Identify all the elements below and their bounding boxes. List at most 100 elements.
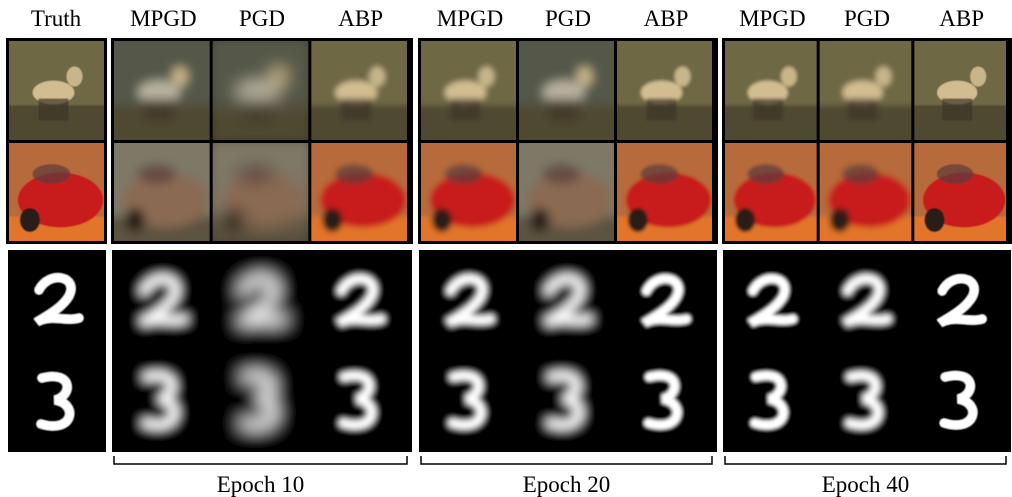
background [509,242,624,360]
three-image [607,342,722,460]
car-image [715,133,827,251]
deer-image [509,31,624,150]
two-image [301,242,417,360]
image-content [301,342,417,460]
method-header: MPGD [739,6,805,31]
background [104,242,220,360]
image-content [810,242,922,360]
method-header: ABP [939,6,984,31]
legs [942,99,972,121]
image-content [607,31,722,150]
image-content [904,342,1012,460]
legs [753,99,783,121]
wheel [20,208,40,232]
image-content [715,133,827,251]
legs [144,99,174,121]
three-image [904,342,1012,460]
image-content [301,31,417,150]
three-image [0,342,116,462]
image-content [607,242,722,360]
car-image [607,133,722,251]
head [479,67,495,87]
image-content [0,240,116,360]
three-image [509,342,624,460]
image-content [203,133,319,251]
epoch-caption: Epoch 40 [822,472,910,497]
windshield [748,164,785,184]
deer-image [607,31,722,150]
head [577,67,593,87]
image-content [301,242,417,360]
deer-image [104,31,220,150]
two-image [904,242,1012,360]
car-image [411,133,526,251]
figure: Truth MPGDPGDABPEpoch 10MPGDPGDABPEpoch … [0,0,1012,497]
image-content [607,133,722,251]
car-image [810,133,922,251]
image-content [0,31,114,150]
background [810,242,922,360]
image-content [104,242,220,360]
image-content [301,133,417,251]
image-content [411,242,526,360]
method-header: MPGD [437,6,503,31]
image-content [509,31,624,150]
background [904,242,1012,360]
wheel [735,208,755,232]
windshield [641,164,679,184]
head [781,67,797,87]
image-content [810,31,922,150]
wheel [925,208,945,232]
bracket [725,456,1006,464]
head [67,67,83,87]
image-content [0,133,114,251]
head [172,67,188,87]
image-content [203,31,319,150]
windshield [842,164,879,184]
car-image [104,133,220,251]
image-content [104,342,220,460]
background [203,242,319,360]
wheel [830,208,850,232]
two-image [810,242,922,360]
deer-image [715,31,827,150]
image-content [904,133,1012,251]
car-image [301,133,417,251]
image-content [203,242,319,360]
background [411,242,526,360]
method-header: MPGD [130,6,196,31]
three-image [810,342,922,460]
windshield [445,164,483,184]
head [271,67,287,87]
truth-header: Truth [31,6,82,31]
image-content [715,31,827,150]
image-content [104,133,220,251]
deer-image [0,31,114,150]
deer-image [411,31,526,150]
background [0,240,116,360]
image-content [715,342,827,460]
deer-image [810,31,922,150]
three-image [203,342,319,460]
image-content [509,342,624,460]
head [876,67,892,87]
car-image [904,133,1012,251]
car-image [509,133,624,251]
two-image [411,242,526,360]
wheel [322,208,342,232]
head [970,67,986,87]
legs [39,99,69,121]
image-content [715,242,827,360]
car-image [0,133,114,251]
legs [647,99,677,121]
image-content [411,342,526,460]
image-content [810,133,922,251]
deer-image [301,31,417,150]
method-header: PGD [239,6,285,31]
car-image [203,133,319,251]
background [301,242,417,360]
method-header: ABP [338,6,383,31]
windshield [335,164,373,184]
image-content [904,31,1012,150]
deer-image [203,31,319,150]
